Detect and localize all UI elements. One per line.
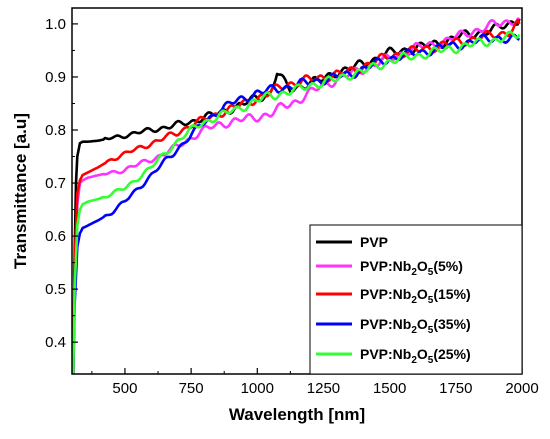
legend-label-part: (25%)	[433, 346, 470, 362]
legend-label-part: 2	[411, 267, 417, 278]
y-tick-label: 1.0	[45, 16, 66, 33]
legend-label-part: 2	[411, 355, 417, 366]
legend-label: PVP	[360, 234, 388, 250]
plot-frame	[71, 7, 523, 375]
y-tick-label: 0.4	[45, 334, 66, 351]
legend-label-part: (15%)	[433, 286, 470, 302]
y-axis-title: Transmittance [a.u]	[11, 113, 30, 269]
legend-label-part: PVP:Nb	[360, 286, 411, 302]
legend-label-part: 5	[428, 325, 434, 336]
y-tick-label: 0.5	[45, 281, 66, 298]
y-tick-label: 0.9	[45, 69, 66, 86]
legend-label-part: O	[417, 286, 428, 302]
legend-label: PVP:Nb2O5(15%)	[360, 286, 471, 306]
y-tick-label: 0.8	[45, 122, 66, 139]
legend-label: PVP:Nb2O5(25%)	[360, 346, 471, 366]
legend-label-part: PVP	[360, 234, 388, 250]
legend-label-part: O	[417, 346, 428, 362]
legend-label-part: 2	[411, 325, 417, 336]
series-line-5	[72, 30, 521, 374]
legend-label-part: O	[417, 316, 428, 332]
legend-label-part: 5	[428, 267, 434, 278]
legend-label-part: 2	[411, 295, 417, 306]
legend-label-part: 5	[428, 295, 434, 306]
y-tick-label: 0.7	[45, 175, 66, 192]
legend-label: PVP:Nb2O5(35%)	[360, 316, 471, 336]
legend-label-part: O	[417, 258, 428, 274]
x-tick-label: 1250	[307, 380, 340, 397]
legend-box	[309, 224, 523, 375]
series-line-2	[72, 17, 520, 374]
series-layer	[72, 17, 521, 374]
x-tick-label: 1750	[439, 380, 472, 397]
legend-label-part: 5	[428, 355, 434, 366]
legend-label-part: PVP:Nb	[360, 258, 411, 274]
legend: PVPPVP:Nb2O5(5%)PVP:Nb2O5(15%)PVP:Nb2O5(…	[309, 224, 523, 375]
x-tick-label: 750	[179, 380, 204, 397]
legend-label-part: (35%)	[433, 316, 470, 332]
legend-label-part: PVP:Nb	[360, 316, 411, 332]
legend-label-part: PVP:Nb	[360, 346, 411, 362]
x-tick-label: 1000	[241, 380, 274, 397]
x-tick-label: 1500	[373, 380, 406, 397]
x-tick-label: 500	[112, 380, 137, 397]
y-tick-label: 0.6	[45, 228, 66, 245]
x-tick-label: 2000	[505, 380, 538, 397]
x-axis-title: Wavelength [nm]	[229, 405, 365, 424]
y-axis: 0.4 0.5 0.6 0.7 0.8 0.9 1.0	[45, 16, 78, 351]
legend-label: PVP:Nb2O5(5%)	[360, 258, 463, 278]
legend-label-part: (5%)	[433, 258, 463, 274]
